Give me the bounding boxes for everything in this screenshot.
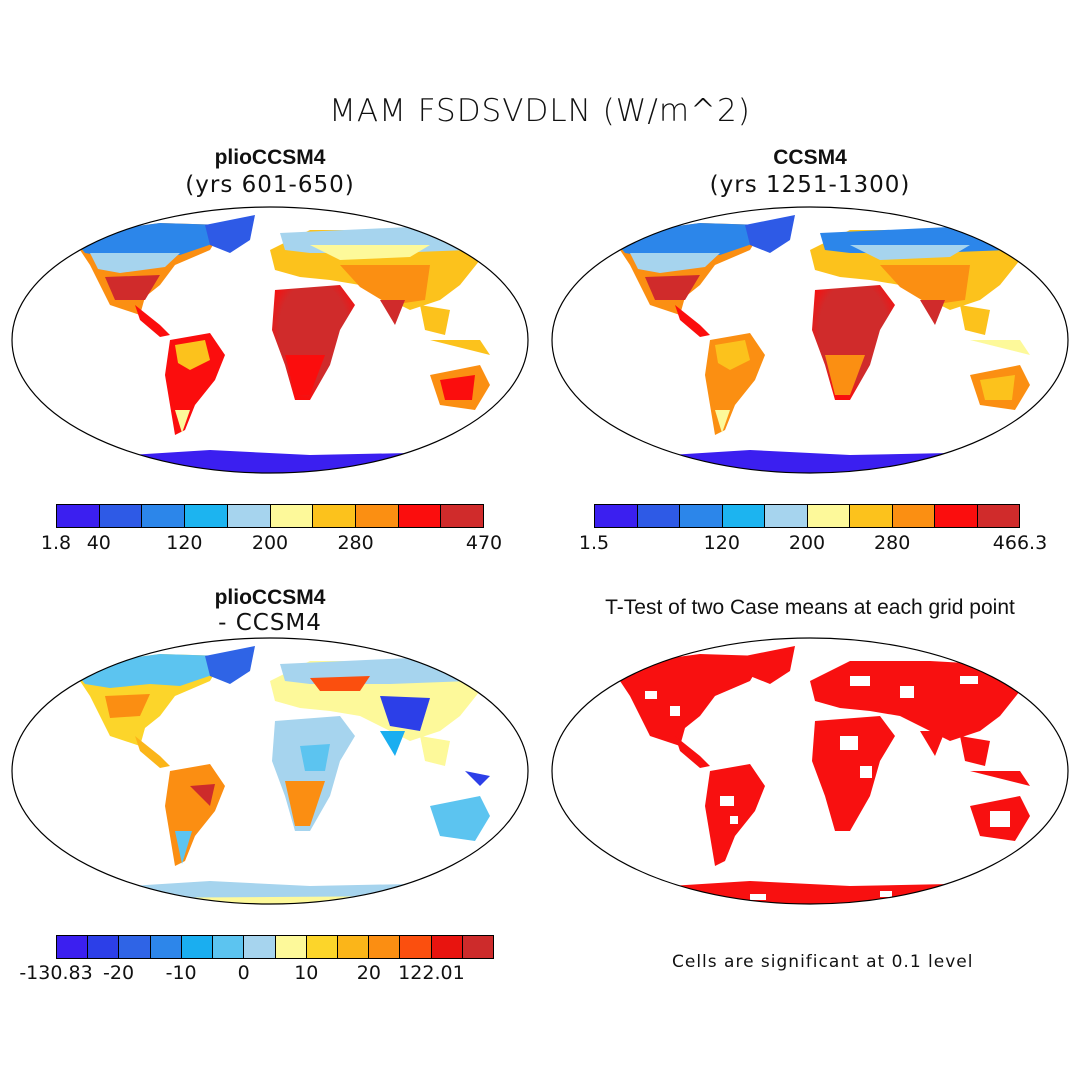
colorbar-ccsm4-ticks: 1.5 120 200 280 466.3 [579, 532, 1047, 556]
panel-subtitle-plio: (yrs 601-650) [185, 172, 355, 198]
colorbar-swatch [369, 936, 401, 958]
colorbar-swatch [270, 505, 314, 527]
colorbar-tick-label: 280 [874, 532, 911, 554]
colorbar-tick-label: 40 [86, 532, 111, 554]
colorbar-swatch [431, 936, 463, 958]
map-ttest [550, 636, 1070, 906]
colorbar-swatch [88, 936, 120, 958]
colorbar-difference [56, 935, 494, 959]
colorbar-plioccsm4 [56, 504, 484, 528]
colorbar-tick-label: 1.8 [40, 532, 72, 554]
colorbar-swatch [722, 505, 765, 527]
panel-title-diff: plioCCSM4 [214, 586, 326, 609]
colorbar-swatch [227, 505, 271, 527]
colorbar-swatch [185, 505, 228, 527]
figure-title: MAM FSDSVDLN (W/m^2) [329, 93, 751, 129]
colorbar-tick-label: 470 [465, 532, 503, 554]
colorbar-tick-label: -10 [165, 962, 197, 984]
colorbar-tick-label: 122.01 [398, 962, 465, 984]
colorbar-swatch [807, 505, 850, 527]
colorbar-tick-label: -20 [103, 962, 135, 984]
colorbar-tick-label: 120 [703, 532, 740, 554]
significance-note: Cells are significant at 0.1 level [672, 952, 974, 972]
map-ccsm4 [550, 205, 1070, 475]
colorbar-swatch [119, 936, 151, 958]
colorbar-swatch [57, 936, 89, 958]
colorbar-tick-label: 10 [294, 962, 319, 984]
colorbar-swatch [306, 936, 338, 958]
colorbar-tick-label: -130.83 [19, 962, 93, 984]
colorbar-plioccsm4-ticks: 1.8 40 120 200 280 470 [41, 532, 502, 556]
colorbar-swatch [680, 505, 723, 527]
colorbar-swatch [355, 505, 399, 527]
colorbar-swatch [935, 505, 978, 527]
colorbar-ccsm4 [594, 504, 1020, 528]
colorbar-swatch [595, 505, 638, 527]
colorbar-swatch [57, 505, 100, 527]
colorbar-swatch [637, 505, 680, 527]
colorbar-swatch [313, 505, 356, 527]
colorbar-swatch [441, 505, 484, 527]
map-difference [10, 636, 530, 906]
colorbar-swatch [244, 936, 276, 958]
panel-subtitle-ccsm4: (yrs 1251-1300) [709, 172, 911, 198]
colorbar-tick-label: 280 [337, 532, 374, 554]
colorbar-tick-label: 1.5 [578, 532, 610, 554]
colorbar-tick-label: 466.3 [992, 532, 1048, 554]
colorbar-swatch [765, 505, 808, 527]
colorbar-swatch [213, 936, 245, 958]
colorbar-tick-label: 120 [166, 532, 203, 554]
colorbar-swatch [99, 505, 143, 527]
colorbar-swatch [892, 505, 935, 527]
map-plioccsm4 [10, 205, 530, 475]
colorbar-difference-ticks: -130.83 -20 -10 0 10 20 122.01 [19, 962, 494, 986]
colorbar-swatch [400, 936, 432, 958]
colorbar-swatch [150, 936, 182, 958]
colorbar-swatch [275, 936, 307, 958]
panel-subtitle-diff: - CCSM4 [218, 610, 322, 636]
colorbar-swatch [462, 936, 494, 958]
colorbar-swatch [142, 505, 186, 527]
panel-title-plio: plioCCSM4 [214, 146, 326, 169]
colorbar-tick-label: 200 [788, 532, 826, 554]
colorbar-swatch [850, 505, 893, 527]
panel-title-ttest: T-Test of two Case means at each grid po… [605, 596, 1015, 619]
colorbar-swatch [337, 936, 370, 958]
colorbar-swatch [398, 505, 442, 527]
colorbar-swatch [181, 936, 214, 958]
panel-title-ccsm4: CCSM4 [773, 146, 847, 169]
colorbar-tick-label: 200 [251, 532, 289, 554]
colorbar-swatch [977, 505, 1019, 527]
colorbar-tick-label: 0 [237, 962, 250, 984]
colorbar-tick-label: 20 [356, 962, 381, 984]
